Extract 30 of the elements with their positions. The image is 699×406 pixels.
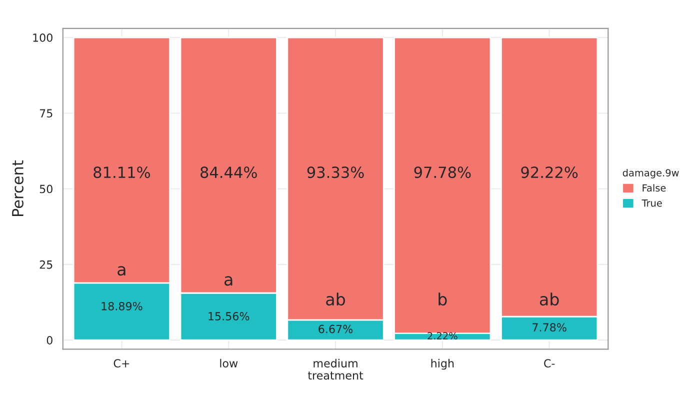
x-axis-title: treatment bbox=[308, 372, 364, 380]
data-label: 18.89% bbox=[102, 302, 142, 310]
annotation: ab bbox=[540, 292, 559, 306]
data-label: 6.67% bbox=[318, 324, 353, 334]
y-tick-label: 0 bbox=[46, 336, 52, 344]
legend-label: False bbox=[642, 184, 666, 192]
annotation: b bbox=[438, 292, 447, 306]
x-tick-label: C- bbox=[544, 359, 555, 368]
data-label: 15.56% bbox=[208, 312, 250, 320]
x-tick-label: medium bbox=[314, 358, 358, 368]
legend-label: True bbox=[642, 200, 662, 207]
legend-title: damage.9w bbox=[622, 168, 679, 178]
data-label: 93.33% bbox=[307, 166, 364, 178]
y-tick-label: 25 bbox=[40, 260, 52, 269]
annotation: ab bbox=[326, 292, 346, 306]
x-tick-label: C+ bbox=[114, 359, 130, 368]
data-label: 92.22% bbox=[521, 166, 578, 178]
data-label: 7.78% bbox=[532, 323, 566, 332]
y-tick-label: 100 bbox=[33, 33, 52, 42]
data-label: 97.78% bbox=[414, 166, 471, 178]
data-label: 84.44% bbox=[200, 166, 257, 178]
y-tick-label: 50 bbox=[40, 184, 52, 194]
y-tick-label: 75 bbox=[40, 109, 52, 118]
data-label: 81.11% bbox=[94, 166, 150, 178]
y-axis-title: Percent bbox=[12, 160, 24, 216]
annotation: a bbox=[224, 276, 232, 286]
x-tick-label: low bbox=[220, 358, 238, 368]
data-label: 2.22% bbox=[428, 332, 458, 340]
x-tick-label: high bbox=[431, 358, 454, 370]
annotation: a bbox=[118, 266, 126, 276]
